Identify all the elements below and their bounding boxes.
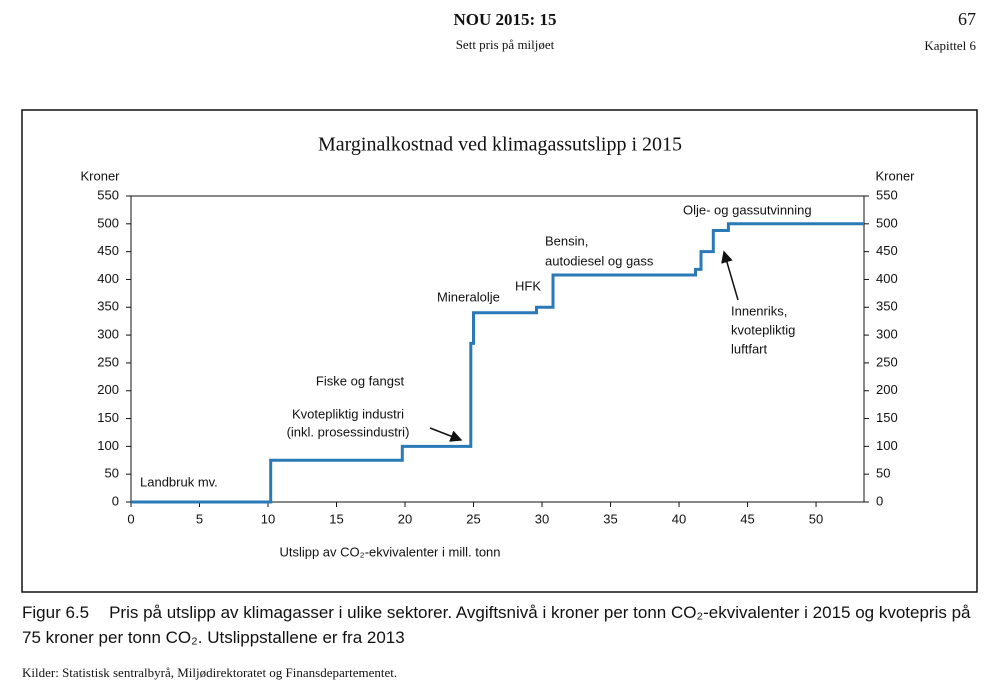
y-tick-label: 450 [97,243,119,258]
arrow [429,427,463,442]
y2-tick-label: 300 [876,327,898,342]
y2-tick-label: 500 [876,215,898,230]
y-tick-label: 350 [97,299,119,314]
x-tick-label: 10 [261,511,275,526]
figure-frame [21,109,978,593]
arrow [721,250,739,301]
annotation: Innenriks, [731,303,787,318]
annotation: Kvotepliktig industri [292,406,404,421]
x-axis-label: Utslipp av CO₂-ekvivalenter i mill. tonn [279,544,500,559]
x-tick-label: 40 [672,511,686,526]
header-title: NOU 2015: 15 [454,10,557,29]
annotation: Landbruk mv. [140,474,218,489]
y-tick-label: 0 [112,493,119,508]
x-tick-label: 45 [740,511,754,526]
y-tick-label: 550 [97,187,119,202]
figure: NOU 2015: 15 Sett pris på miljøet 67 Kap… [21,9,978,593]
x-tick-label: 25 [466,511,480,526]
y-tick-label: 150 [97,410,119,425]
y-tick-label: 250 [97,354,119,369]
y2-tick-label: 550 [876,187,898,202]
annotation: Fiske og fangst [316,373,405,388]
y2-tick-label: 350 [876,299,898,314]
y2-tick-label: 100 [876,438,898,453]
x-tick-label: 15 [329,511,343,526]
y-tick-label: 50 [105,466,119,481]
y2-tick-label: 150 [876,410,898,425]
y2-tick-label: 50 [876,466,890,481]
y2-tick-label: 400 [876,271,898,286]
y2-tick-label: 250 [876,354,898,369]
plot-frame [130,195,865,503]
y2-tick-label: 0 [876,493,883,508]
source: Kilder: Statistisk sentralbyrå, Miljødir… [22,665,398,680]
annotation: Olje- og gassutvinning [683,202,812,217]
x-tick-label: 50 [809,511,823,526]
chart-title: Marginalkostnad ved klimagassutslipp i 2… [318,134,682,156]
y-tick-label: 500 [97,215,119,230]
y-tick-label: 400 [97,271,119,286]
data-line [131,222,864,504]
y-axis-label: Kroner [80,168,120,183]
x-tick-label: 30 [535,511,549,526]
annotation: autodiesel og gass [545,253,654,268]
caption-text: Pris på utslipp av klimagasser i ulike s… [22,603,971,647]
x-tick-label: 0 [127,511,134,526]
caption: Figur 6.5 Pris på utslipp av klimagasser … [22,600,982,650]
page-number: 67 [958,9,976,29]
y-tick-label: 100 [97,438,119,453]
y2-axis-label: Kroner [875,168,915,183]
x-tick-label: 5 [196,511,203,526]
y-tick-label: 300 [97,327,119,342]
header-subtitle: Sett pris på miljøet [456,37,555,52]
annotation: luftfart [731,341,768,356]
y2-tick-label: 450 [876,243,898,258]
annotation: kvotepliktig [731,322,795,337]
x-tick-label: 20 [398,511,412,526]
caption-label: Figur 6.5 [22,603,90,622]
annotation: HFK [515,278,541,293]
x-tick-label: 35 [603,511,617,526]
annotation: Bensin, [545,233,588,248]
annotation: Mineralolje [437,289,500,304]
y2-tick-label: 200 [876,382,898,397]
chapter: Kapittel 6 [924,38,976,53]
annotation: (inkl. prosessindustri) [287,424,410,439]
y-tick-label: 200 [97,382,119,397]
